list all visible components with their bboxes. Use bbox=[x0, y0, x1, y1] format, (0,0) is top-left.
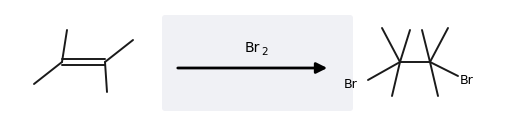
Text: Br: Br bbox=[460, 74, 474, 86]
Text: 2: 2 bbox=[261, 47, 268, 57]
Text: Br: Br bbox=[344, 77, 358, 91]
FancyBboxPatch shape bbox=[162, 15, 353, 111]
Text: Br: Br bbox=[245, 41, 261, 55]
